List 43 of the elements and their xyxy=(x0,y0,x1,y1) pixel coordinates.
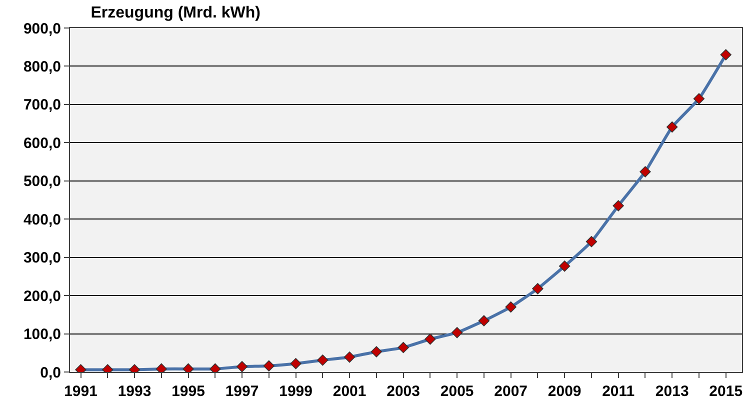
x-tick-label: 2015 xyxy=(709,383,743,400)
x-tick-label: 2001 xyxy=(332,383,366,400)
x-tick-label: 1991 xyxy=(64,383,98,400)
y-tick-label: 100,0 xyxy=(23,326,61,344)
x-tick-label: 1993 xyxy=(118,383,152,400)
x-tick-label: 2007 xyxy=(494,383,528,400)
point xyxy=(666,121,678,133)
point xyxy=(612,200,624,212)
x-tick-label: 2013 xyxy=(655,383,689,400)
x-tick-label: 1997 xyxy=(225,383,259,400)
x-tick-label: 1995 xyxy=(172,383,205,400)
point xyxy=(505,301,516,313)
point xyxy=(263,360,275,372)
point xyxy=(558,260,570,272)
y-tick-label: 600,0 xyxy=(23,134,61,152)
point xyxy=(398,342,409,354)
chart-title: Erzeugung (Mrd. kWh) xyxy=(90,4,260,22)
point xyxy=(693,93,705,104)
point xyxy=(532,283,544,294)
y-tick-label: 900,0 xyxy=(23,20,61,38)
y-tick-label: 400,0 xyxy=(23,211,61,228)
point xyxy=(370,346,382,358)
point xyxy=(640,166,651,178)
x-tick-label: 2005 xyxy=(440,383,474,400)
point xyxy=(317,354,328,366)
y-tick-label: 200,0 xyxy=(23,288,61,305)
y-tick-label: 0,0 xyxy=(40,364,61,382)
point xyxy=(290,358,302,370)
x-tick-label: 1999 xyxy=(279,383,312,400)
x-tick-label: 2009 xyxy=(548,383,582,400)
point xyxy=(344,351,356,363)
point xyxy=(424,334,436,345)
point xyxy=(586,236,598,248)
y-tick-label: 700,0 xyxy=(23,96,61,114)
x-tick-label: 2003 xyxy=(386,383,420,400)
x-tick-label: 2011 xyxy=(602,383,635,400)
y-tick-label: 300,0 xyxy=(23,250,61,267)
point xyxy=(478,315,490,326)
point xyxy=(451,327,463,338)
y-tick-label: 500,0 xyxy=(23,173,61,190)
point xyxy=(720,49,732,60)
y-tick-label: 800,0 xyxy=(23,58,61,76)
point xyxy=(236,361,248,372)
